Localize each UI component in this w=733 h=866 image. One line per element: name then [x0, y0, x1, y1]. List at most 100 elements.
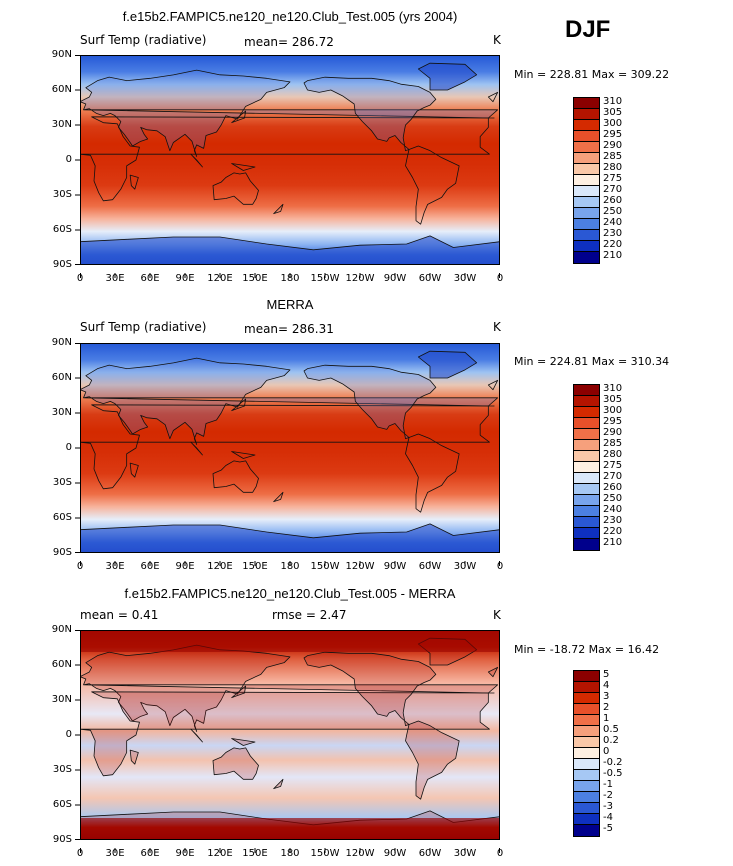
coastline-4 — [212, 747, 259, 780]
colorbar-swatch — [574, 506, 599, 517]
x-tick-label: 120E — [207, 848, 233, 859]
x-tick-label: 60W — [418, 848, 442, 859]
map-plot-3 — [79, 630, 501, 841]
x-tick-label: 120W — [345, 273, 375, 284]
colorbar-swatch — [574, 473, 599, 484]
colorbar — [573, 384, 600, 551]
x-ticks — [80, 265, 500, 283]
y-tick-label: 30S — [52, 764, 72, 775]
colorbar-label: -2 — [603, 790, 613, 801]
panel-units: K — [493, 33, 501, 47]
panel-left-label: Surf Temp (radiative) — [80, 33, 207, 47]
colorbar-swatch — [574, 451, 599, 462]
colorbar — [573, 97, 600, 264]
y-tick-label: 60S — [52, 224, 72, 235]
colorbar — [573, 670, 600, 837]
colorbar-label: 220 — [603, 239, 623, 250]
x-tick-label: 60E — [140, 273, 160, 284]
colorbar-label: 285 — [603, 438, 623, 449]
y-tick-label: 60N — [51, 372, 72, 383]
colorbar-label: 0.5 — [603, 724, 619, 735]
y-tick-label: 60N — [51, 659, 72, 670]
colorbar-label: -0.5 — [603, 768, 623, 779]
panel-min-max: Min = 228.81 Max = 309.22 — [514, 68, 670, 81]
x-tick-label: 30W — [453, 273, 477, 284]
coastline-11 — [273, 203, 284, 215]
map-frame — [80, 343, 500, 553]
coastline-8 — [231, 163, 256, 171]
x-tick-label: 120E — [207, 561, 233, 572]
x-tick-label: 0 — [76, 561, 84, 572]
coastline-0 — [79, 644, 499, 732]
x-tick-label: 90E — [175, 561, 195, 572]
coastline-7 — [190, 153, 203, 168]
y-tick-label: 0 — [65, 442, 72, 453]
y-tick-label: 30N — [51, 407, 72, 418]
x-tick-label: 180 — [280, 561, 300, 572]
y-tick-label: 30S — [52, 189, 72, 200]
coastline-7 — [190, 441, 203, 456]
x-tick-label: 0 — [496, 561, 504, 572]
y-tick-label: 90S — [52, 259, 72, 270]
colorbar-swatch — [574, 825, 599, 836]
colorbar-label: 210 — [603, 250, 623, 261]
coastline-10 — [129, 749, 139, 765]
x-tick-label: 60W — [418, 561, 442, 572]
colorbar-label: 280 — [603, 162, 623, 173]
x-tick-label: 60E — [140, 561, 160, 572]
colorbar-label: 240 — [603, 217, 623, 228]
colorbar-swatch — [574, 781, 599, 792]
colorbar-swatch — [574, 396, 599, 407]
coastline-10 — [129, 462, 139, 478]
x-tick-label: 180 — [280, 273, 300, 284]
colorbar-label: 220 — [603, 526, 623, 537]
map-plot-1 — [79, 55, 501, 266]
colorbar-label: -5 — [603, 823, 613, 834]
colorbar-swatch — [574, 517, 599, 528]
x-tick-label: 0 — [496, 273, 504, 284]
colorbar-label: 5 — [603, 669, 610, 680]
panel-title: f.e15b2.FAMPIC5.ne120_ne120.Club_Test.00… — [124, 586, 456, 601]
colorbar-label: 310 — [603, 96, 623, 107]
colorbar-label: 260 — [603, 195, 623, 206]
colorbar-swatch — [574, 186, 599, 197]
x-tick-label: 180 — [280, 848, 300, 859]
x-tick-label: 30E — [105, 848, 125, 859]
colorbar-label: 305 — [603, 107, 623, 118]
colorbar-swatch — [574, 484, 599, 495]
colorbar-swatch — [574, 385, 599, 396]
coastline-1 — [79, 691, 495, 777]
map-panel-1 — [79, 55, 501, 266]
colorbar-label: 275 — [603, 173, 623, 184]
x-tick-label: 90E — [175, 273, 195, 284]
colorbar-label: 270 — [603, 184, 623, 195]
colorbar-swatch — [574, 814, 599, 825]
panel-left-label: Surf Temp (radiative) — [80, 320, 207, 334]
panel-mean: mean= 286.31 — [244, 322, 334, 336]
panel-min-max: Min = 224.81 Max = 310.34 — [514, 355, 670, 368]
panel-title: f.e15b2.FAMPIC5.ne120_ne120.Club_Test.00… — [122, 9, 458, 24]
x-tick-label: 90W — [383, 561, 407, 572]
map-plot-2 — [79, 343, 501, 554]
coastline-5 — [417, 62, 478, 91]
colorbar-label: 230 — [603, 515, 623, 526]
y-tick-label: 90S — [52, 834, 72, 845]
colorbar-swatch — [574, 792, 599, 803]
colorbar-swatch — [574, 462, 599, 473]
colorbar-swatch — [574, 208, 599, 219]
coastline-3 — [405, 720, 460, 800]
colorbar-swatch — [574, 737, 599, 748]
panel-left-label: mean = 0.41 — [80, 608, 159, 622]
y-ticks — [75, 55, 80, 270]
coastline-1 — [79, 116, 495, 202]
coastline-2 — [303, 651, 437, 727]
x-tick-label: 0 — [76, 848, 84, 859]
coastline-4 — [212, 460, 259, 493]
colorbar-label: -3 — [603, 801, 613, 812]
colorbar-swatch — [574, 120, 599, 131]
colorbar-swatch — [574, 418, 599, 429]
x-tick-label: 30E — [105, 561, 125, 572]
y-tick-label: 90S — [52, 547, 72, 558]
colorbar-label: 290 — [603, 427, 623, 438]
y-tick-label: 0 — [65, 729, 72, 740]
